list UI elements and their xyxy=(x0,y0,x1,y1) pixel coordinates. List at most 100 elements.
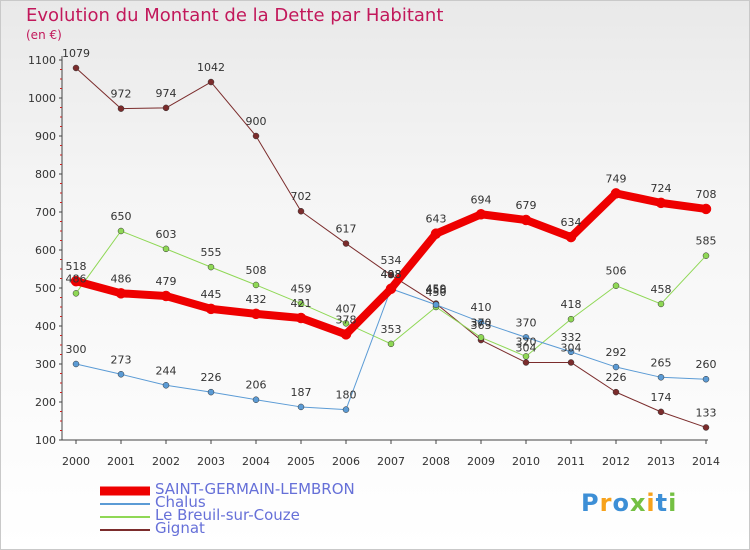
data-label: 702 xyxy=(291,190,312,203)
x-tick-label: 2009 xyxy=(467,455,495,468)
x-tick-label: 2005 xyxy=(287,455,315,468)
data-point xyxy=(297,207,305,215)
data-label: 174 xyxy=(651,391,672,404)
data-point xyxy=(162,245,170,253)
logo-letter: P xyxy=(581,489,600,517)
logo-letter: x xyxy=(629,489,647,517)
data-label: 900 xyxy=(246,115,267,128)
data-label: 133 xyxy=(696,406,717,419)
data-point xyxy=(342,240,350,247)
data-point xyxy=(117,371,125,378)
data-point xyxy=(385,283,397,295)
x-tick-label: 2000 xyxy=(62,455,90,468)
data-point xyxy=(297,300,305,307)
data-point xyxy=(342,406,350,413)
data-labels: 1079 972 974 1042 900 702 617 534 459 363 304 304 22… xyxy=(62,47,717,419)
data-label: 694 xyxy=(471,193,492,206)
data-point xyxy=(207,263,215,271)
data-point xyxy=(340,329,352,340)
y-tick-label: 500 xyxy=(35,282,56,295)
data-point xyxy=(522,353,530,360)
data-label: 450 xyxy=(426,286,447,299)
data-label: 320 xyxy=(516,335,537,348)
data-label: 456 xyxy=(426,284,447,297)
data-label: 508 xyxy=(246,264,267,277)
data-point xyxy=(387,271,395,279)
x-tick-label: 2003 xyxy=(197,455,225,468)
data-point xyxy=(702,252,710,259)
data-point xyxy=(70,275,82,287)
legend-label: Chalus xyxy=(155,493,206,511)
data-point xyxy=(700,203,712,215)
data-point xyxy=(117,105,125,112)
data-label: 486 xyxy=(111,272,132,285)
data-point xyxy=(252,396,260,403)
data-point xyxy=(612,388,620,396)
data-point xyxy=(522,334,530,341)
data-point xyxy=(115,288,127,299)
axes: 100 200 300 400 500 600 700 800 900 1000 1100 2000 2… xyxy=(28,54,720,468)
y-tick-label: 1000 xyxy=(28,92,56,105)
data-label: 498 xyxy=(381,268,402,281)
data-point xyxy=(612,282,620,289)
data-point xyxy=(522,359,530,366)
data-point xyxy=(207,388,215,396)
data-label: 418 xyxy=(561,298,582,311)
data-label: 226 xyxy=(606,371,627,384)
y-tick-label: 400 xyxy=(35,320,56,333)
data-label: 459 xyxy=(426,283,447,296)
data-label: 332 xyxy=(561,331,582,344)
data-label: 304 xyxy=(561,341,582,354)
data-label: 432 xyxy=(246,293,267,306)
legend-label: Gignat xyxy=(155,519,205,537)
data-point xyxy=(657,300,665,308)
data-label: 410 xyxy=(471,301,492,314)
data-label: 634 xyxy=(561,216,582,229)
data-point xyxy=(207,78,215,86)
chart-title: Evolution du Montant de la Dette par Hab… xyxy=(26,5,444,26)
data-label: 486 xyxy=(66,272,87,285)
x-tick-label: 2006 xyxy=(332,455,360,468)
legend-swatch xyxy=(100,515,150,518)
data-label: 260 xyxy=(696,358,717,371)
data-label: 1079 xyxy=(62,47,90,60)
data-point xyxy=(72,64,80,72)
proxiti-logo: Proxiti xyxy=(581,489,677,517)
x-tick-label: 2013 xyxy=(647,455,675,468)
data-point xyxy=(657,408,665,416)
data-label: 506 xyxy=(606,265,627,278)
logo-letter: t xyxy=(655,489,669,517)
data-point xyxy=(342,320,350,327)
data-label: 498 xyxy=(381,268,402,281)
data-point xyxy=(567,315,575,323)
unit-label: (en €) xyxy=(26,28,62,42)
y-tick-label: 600 xyxy=(35,244,56,257)
data-label: 1042 xyxy=(197,61,225,74)
data-label: 445 xyxy=(201,288,222,301)
y-tick-label: 900 xyxy=(35,130,56,143)
x-tick-label: 2001 xyxy=(107,455,135,468)
data-label: 585 xyxy=(696,235,717,248)
data-label: 292 xyxy=(606,346,627,359)
data-label: 421 xyxy=(291,297,312,310)
logo-letter: i xyxy=(646,489,656,517)
data-label: 407 xyxy=(336,302,357,315)
data-point xyxy=(72,360,80,368)
data-point xyxy=(162,104,170,112)
data-label: 370 xyxy=(471,316,492,329)
data-label: 458 xyxy=(651,283,672,296)
data-label: 479 xyxy=(156,275,177,288)
data-label: 378 xyxy=(336,313,357,326)
y-tick-label: 1100 xyxy=(28,54,56,67)
data-point xyxy=(477,334,485,341)
data-label: 370 xyxy=(516,316,537,329)
x-tick-label: 2008 xyxy=(422,455,450,468)
legend-swatch xyxy=(100,486,150,495)
logo-letter: r xyxy=(599,489,613,517)
legend-label: Le Breuil-sur-Couze xyxy=(155,506,300,524)
x-tick-label: 2007 xyxy=(377,455,405,468)
data-label: 603 xyxy=(156,228,177,241)
data-label: 972 xyxy=(111,88,132,101)
